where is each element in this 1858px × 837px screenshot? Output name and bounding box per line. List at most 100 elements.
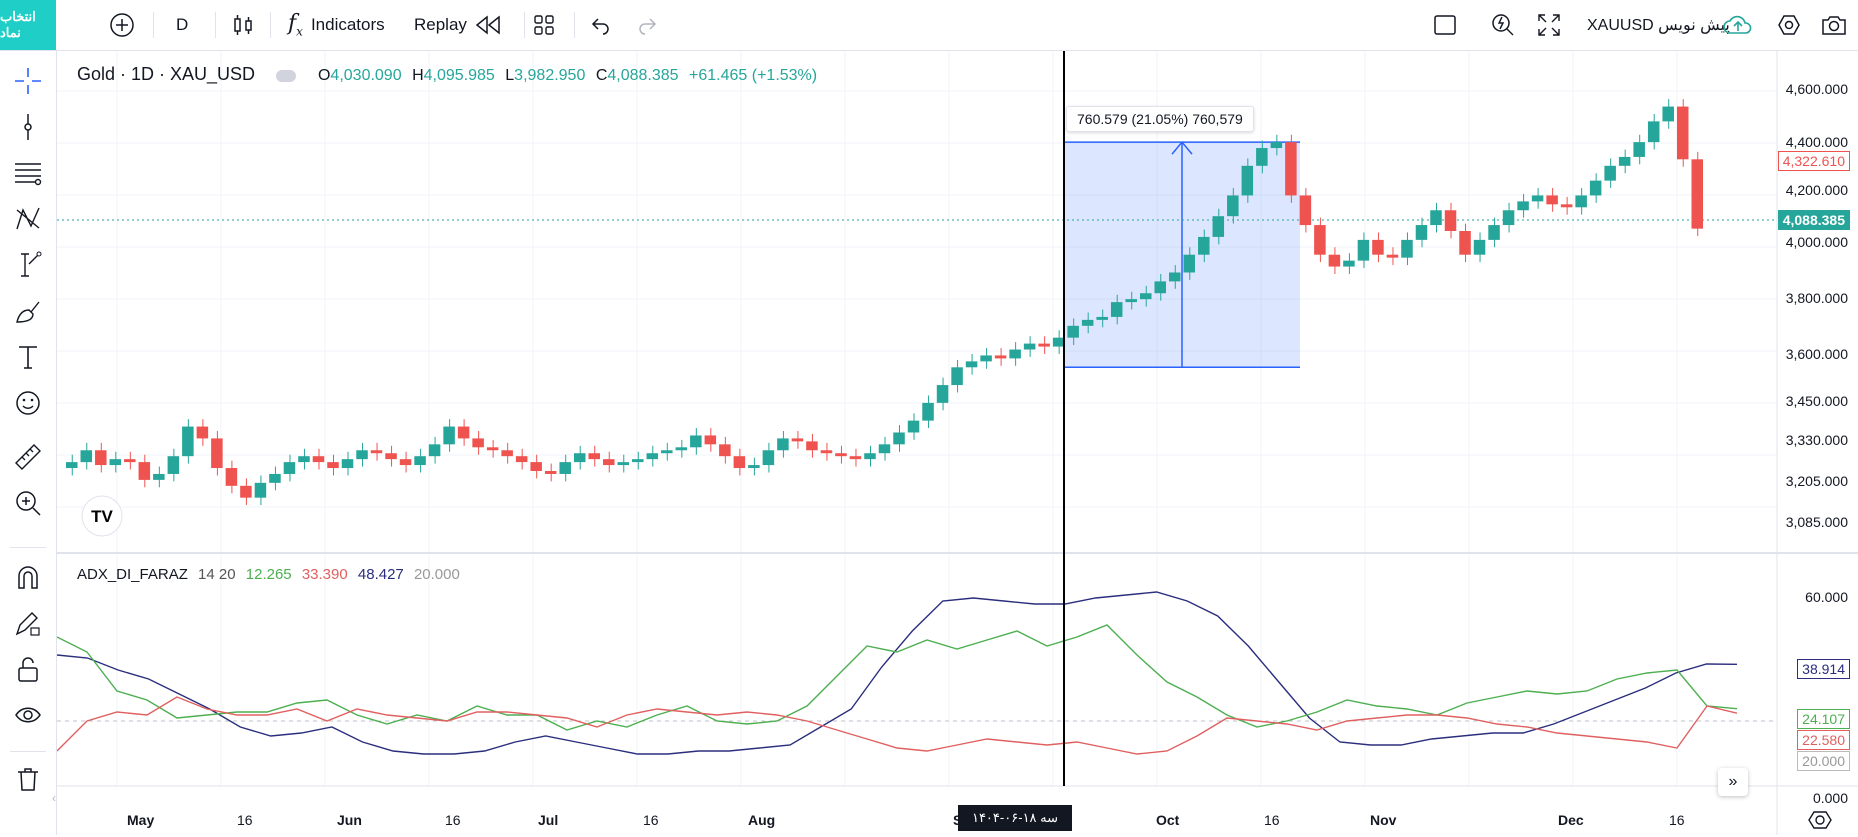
price-axis-label: 3,450.000 <box>1785 393 1848 409</box>
candle <box>704 435 717 445</box>
chart-canvas[interactable]: TV <box>57 51 1858 835</box>
indicators-button[interactable]: fx Indicators <box>288 0 385 50</box>
candle <box>1575 195 1587 208</box>
fullscreen-button[interactable] <box>1536 0 1562 50</box>
candle <box>965 361 978 368</box>
candle <box>1459 231 1471 255</box>
indicator-value-2: 33.390 <box>301 566 348 583</box>
candle <box>153 473 165 480</box>
current-price-tag: 4,088.385 <box>1777 210 1850 230</box>
candle <box>443 426 455 445</box>
candle <box>1009 349 1021 359</box>
crosshair-tool[interactable] <box>12 65 44 97</box>
candle <box>312 456 325 463</box>
crosshair-date-label: سه ۱۸-۰۶-۱۴۰۴ <box>958 805 1072 831</box>
candle <box>414 456 426 466</box>
axis-settings-icon[interactable] <box>1808 808 1832 832</box>
candle <box>864 453 876 460</box>
candle <box>428 444 441 457</box>
open-value: 4,030.090 <box>330 67 402 84</box>
redo-button[interactable] <box>636 0 658 50</box>
candle <box>835 453 847 457</box>
pattern-tool[interactable] <box>12 203 44 235</box>
candle <box>1444 210 1457 231</box>
candle <box>1081 319 1094 326</box>
lock-tool[interactable] <box>12 653 44 685</box>
unlock-icon <box>18 657 38 682</box>
candle <box>617 462 630 466</box>
candle <box>1299 195 1312 226</box>
square-icon <box>1434 15 1456 35</box>
indicator-series-+DI <box>57 624 1738 731</box>
pattern-icon <box>16 207 40 230</box>
candle <box>820 450 833 454</box>
candle <box>269 473 281 483</box>
candle <box>356 450 368 460</box>
candle <box>1270 142 1283 149</box>
legend-collapse-icon[interactable] <box>275 69 296 82</box>
symbol-text[interactable]: XAUUSD پیش نویس <box>1587 17 1730 34</box>
candle <box>573 453 586 463</box>
time-label-jul: Jul <box>538 812 559 828</box>
symbol-search-button[interactable]: انتخاب نماد <box>0 0 56 50</box>
cloud-save-button[interactable] <box>1722 0 1754 50</box>
fullscreen-rect-button[interactable] <box>1432 0 1458 50</box>
quick-search-button[interactable] <box>1490 0 1516 50</box>
rewind-icon <box>475 15 500 35</box>
last-price-tag: 4,322.610 <box>1777 151 1850 171</box>
candle <box>1662 106 1674 122</box>
indicator-legend: ADX_DI_FARAZ 14 20 12.265 33.390 48.427 … <box>77 566 466 583</box>
time-label-16d: 16 <box>1264 812 1280 828</box>
candle <box>225 468 238 486</box>
lock-drawings-tool[interactable] <box>12 607 44 639</box>
line-tool-icon <box>24 114 32 140</box>
magnet-tool[interactable] <box>12 561 44 593</box>
l-label: L <box>505 67 515 84</box>
plus-circle-icon <box>110 13 134 37</box>
time-label-16a: 16 <box>237 812 253 828</box>
candle <box>1241 165 1254 196</box>
crosshair-icon <box>15 68 41 94</box>
indicators-label: Indicators <box>310 15 385 34</box>
price-axis-label: 3,085.000 <box>1785 514 1848 530</box>
zoom-tool[interactable] <box>12 487 44 519</box>
candle <box>1110 302 1123 317</box>
collapse-toolbar-icon[interactable]: ‹ <box>52 791 56 805</box>
trendline-tool[interactable] <box>12 111 44 143</box>
price-axis-label: 4,400.000 <box>1785 134 1848 150</box>
candle <box>370 450 383 454</box>
scroll-right-button[interactable]: » <box>1718 768 1748 796</box>
brush-tool[interactable] <box>12 295 44 327</box>
candle <box>559 462 571 474</box>
magnet-icon <box>18 566 38 589</box>
snapshot-button[interactable] <box>1820 0 1848 50</box>
indicator-value-4: 20.000 <box>413 566 460 583</box>
time-label-may: May <box>127 812 155 828</box>
candle <box>936 385 949 403</box>
undo-button[interactable] <box>590 0 612 50</box>
visibility-tool[interactable] <box>12 699 44 731</box>
text-tool[interactable] <box>12 341 44 373</box>
emoji-tool[interactable] <box>12 387 44 419</box>
candle <box>109 459 122 466</box>
projection-tool[interactable] <box>12 249 44 281</box>
interval-button[interactable]: D <box>176 15 189 34</box>
candle <box>878 444 891 454</box>
candle <box>1546 195 1558 205</box>
remove-drawings-tool[interactable] <box>12 763 44 795</box>
eye-icon <box>15 707 41 723</box>
candle <box>1531 195 1544 202</box>
candle <box>138 462 151 480</box>
settings-button[interactable] <box>1776 0 1802 50</box>
replay-button[interactable]: Replay <box>414 0 503 50</box>
candle <box>385 453 397 460</box>
fib-tool[interactable] <box>12 157 44 189</box>
plus-di-tag: 24.107 <box>1797 709 1850 729</box>
time-label-16b: 16 <box>445 812 461 828</box>
add-symbol-button[interactable] <box>108 0 136 50</box>
o-label: O <box>317 67 331 84</box>
ruler-tool[interactable] <box>12 441 44 473</box>
layout-button[interactable] <box>532 0 556 50</box>
chart-type-button[interactable] <box>230 0 256 50</box>
candle <box>515 456 528 463</box>
